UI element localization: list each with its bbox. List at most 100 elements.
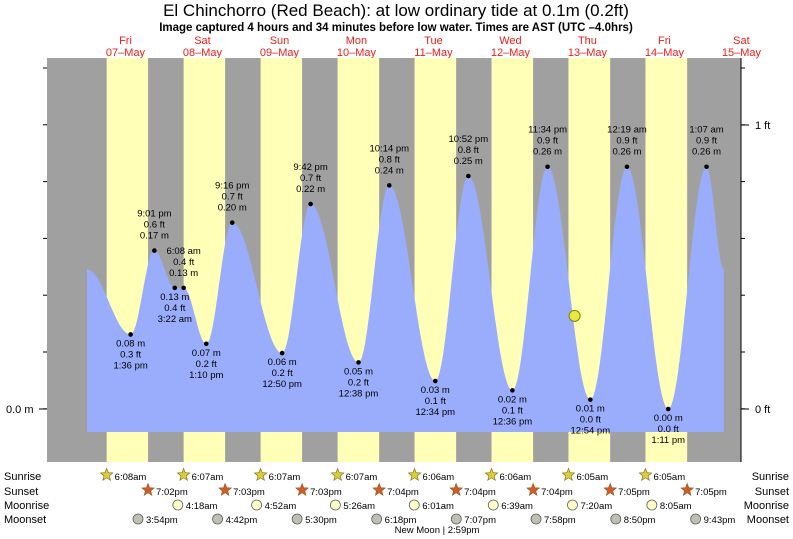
tide-extreme-label: 0.9 ft: [696, 136, 717, 147]
tide-extreme-label: 6:08 am: [166, 246, 200, 257]
moonrise-icon: [329, 499, 341, 511]
sunset-time: 7:05pm: [618, 487, 650, 498]
tide-extreme-label: 0.01 m: [576, 404, 605, 415]
tide-extreme-label: 0.2 ft: [196, 359, 217, 370]
low-tide-dot: [588, 397, 593, 402]
chart-title: El Chinchorro (Red Beach): at low ordina…: [163, 1, 629, 20]
sunrise-icon: [484, 467, 499, 481]
high-tide-dot: [229, 220, 235, 225]
right-axis-label: 1 ft: [755, 120, 770, 132]
tide-extreme-label: 1:07 am: [689, 125, 723, 136]
tide-extreme-label: 0.05 m: [344, 366, 373, 377]
moonrise-icon: [567, 499, 578, 511]
tide-extreme-label: 1:36 pm: [113, 360, 147, 371]
tide-extreme-label: 0.9 ft: [616, 136, 637, 147]
moonset-time: 5:30pm: [305, 515, 337, 526]
tide-extreme-label: 12:50 pm: [262, 379, 302, 390]
moonset-icon: [132, 513, 144, 525]
tide-extreme-label: 0.02 m: [498, 394, 527, 405]
day-date: 12–May: [491, 47, 531, 59]
moonrise-icon: [172, 499, 184, 511]
sunset-icon: [218, 482, 233, 496]
sunset-icon: [526, 482, 541, 496]
sunrise-icon: [561, 467, 576, 481]
low-tide-dot: [172, 285, 178, 291]
moonrise-row-label-left: Moonrise: [4, 500, 49, 512]
sunrise-icon: [638, 467, 653, 481]
low-tide-dot: [128, 332, 133, 337]
sunset-icon: [449, 482, 464, 496]
tide-extreme-label: 0.26 m: [612, 147, 641, 158]
current-level-marker: [568, 309, 581, 322]
moonset-icon: [291, 513, 303, 525]
high-tide-dot: [181, 285, 186, 291]
tide-area: [87, 166, 724, 432]
day-date: 11–May: [414, 47, 453, 59]
moonset-time: 8:50pm: [624, 515, 656, 526]
day-name: Sun: [270, 35, 290, 47]
tide-extreme-label: 0.20 m: [218, 203, 247, 214]
sunset-icon: [372, 482, 387, 496]
sunset-icon: [680, 482, 695, 496]
low-tide-dot: [203, 341, 209, 347]
moonset-icon: [690, 513, 702, 525]
moonset-icon: [371, 513, 383, 525]
sunrise-time: 6:07am: [192, 472, 224, 483]
tide-extreme-label: 0.13 m: [160, 292, 189, 303]
tide-extreme-label: 0.0 ft: [658, 424, 679, 435]
astronomy-rows: Sunrise Sunrise 6:08am 6:07am 6:07am 6:07am 6:…: [4, 467, 789, 536]
low-tide-dot: [510, 388, 515, 393]
sunrise-time: 6:06am: [500, 472, 532, 483]
tide-extreme-label: 0.6 ft: [144, 220, 165, 231]
tide-extreme-label: 1:11 pm: [651, 435, 685, 446]
tide-extreme-label: 9:42 pm: [293, 162, 327, 173]
moonset-time: 6:18pm: [385, 515, 417, 526]
sunrise-time: 6:06am: [423, 472, 455, 483]
moonrise-icon: [487, 499, 499, 511]
tide-extreme-label: 0.17 m: [140, 231, 169, 242]
sunset-time: 7:02pm: [156, 487, 188, 498]
sunrise-icon: [253, 467, 268, 481]
high-tide-dot: [152, 248, 157, 253]
moonset-row-label-left: Moonset: [4, 514, 46, 526]
moonset-time: 4:42pm: [226, 515, 258, 526]
tide-extreme-label: 0.8 ft: [379, 154, 400, 165]
moonrise-time: 6:39am: [501, 501, 533, 512]
tide-extreme-label: 10:52 pm: [449, 134, 489, 145]
day-date: 08–May: [183, 47, 223, 59]
day-name: Fri: [119, 35, 132, 47]
tide-extreme-label: 1:10 pm: [189, 370, 223, 381]
sunset-time: 7:03pm: [233, 487, 265, 498]
sunrise-time: 6:05am: [576, 472, 608, 483]
sunrise-row-label-right: Sunrise: [752, 471, 789, 483]
tide-extreme-label: 10:14 pm: [369, 143, 409, 154]
sunset-time: 7:04pm: [387, 487, 419, 498]
sunset-time: 7:04pm: [464, 487, 496, 498]
tide-extreme-label: 0.06 m: [268, 357, 297, 368]
day-name: Fri: [658, 35, 671, 47]
moonrise-time: 5:26am: [343, 501, 375, 512]
tide-extreme-label: 0.08 m: [116, 338, 145, 349]
left-axis-label: 0.0 m: [6, 404, 34, 416]
day-date: 15–May: [722, 47, 762, 59]
sunset-time: 7:04pm: [541, 487, 573, 498]
moonset-icon: [450, 513, 462, 525]
high-tide-dot: [386, 183, 392, 188]
moonset-time: 9:43pm: [704, 515, 736, 526]
moonset-icon: [530, 513, 542, 525]
right-axis-label: 0 ft: [755, 404, 770, 416]
sunset-time: 7:05pm: [695, 487, 727, 498]
moonrise-row-label-right: Moonrise: [744, 500, 789, 512]
day-date: 14–May: [645, 47, 685, 59]
moonset-time: 7:58pm: [544, 515, 576, 526]
high-tide-dot: [545, 164, 550, 170]
moonset-icon: [212, 513, 223, 525]
day-date: 09–May: [260, 47, 300, 59]
tide-extreme-label: 0.07 m: [192, 348, 221, 359]
sunset-icon: [295, 482, 310, 496]
low-tide-dot: [279, 350, 285, 356]
tide-extreme-label: 0.9 ft: [537, 136, 558, 147]
tide-extreme-label: 0.7 ft: [300, 173, 321, 184]
tide-extreme-label: 0.1 ft: [502, 405, 523, 416]
tide-extreme-label: 0.25 m: [454, 156, 483, 167]
